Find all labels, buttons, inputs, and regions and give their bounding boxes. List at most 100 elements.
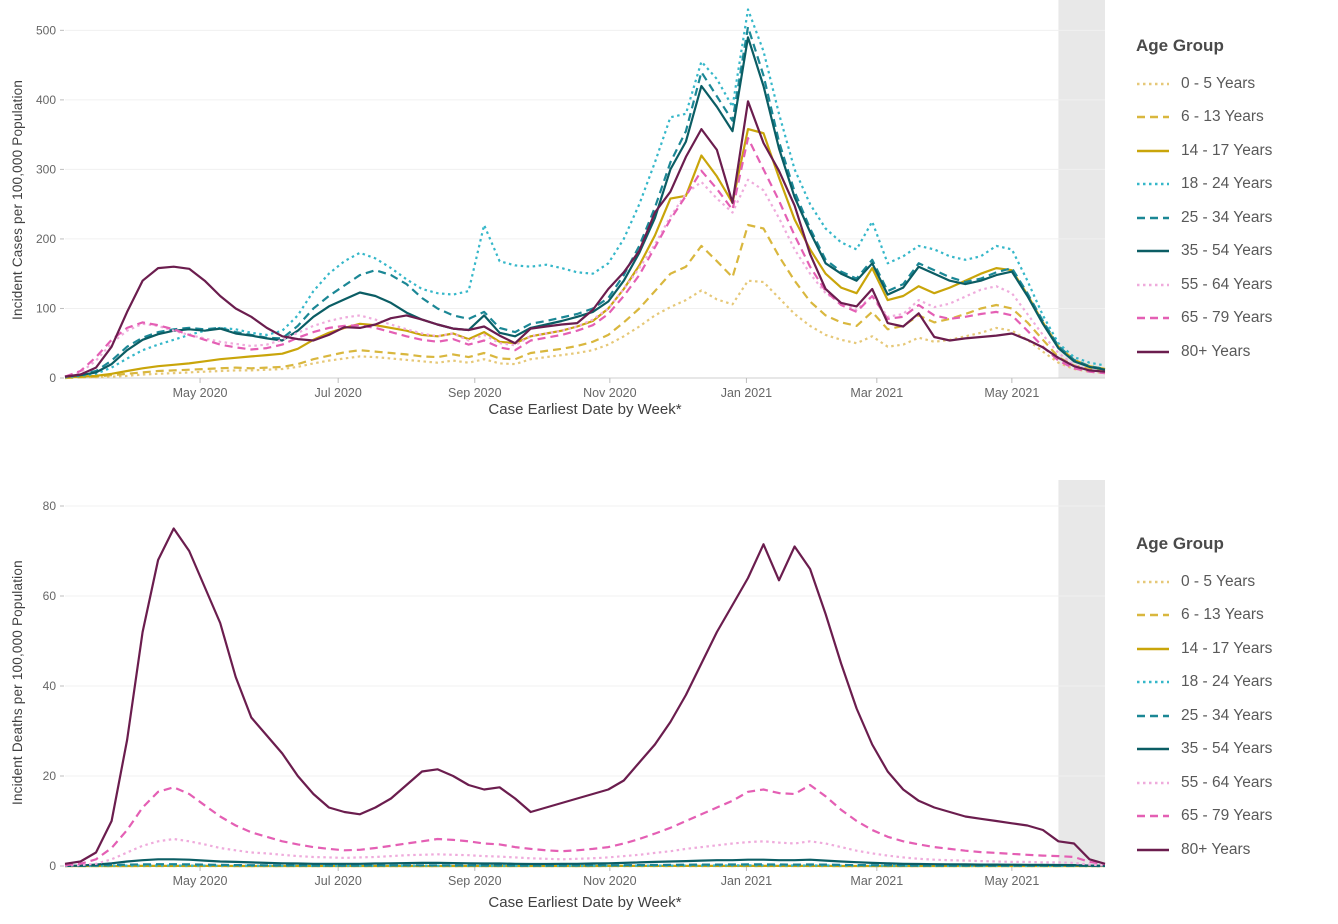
deaths-x-axis-title: Case Earliest Date by Week* [488, 894, 682, 911]
legend-swatch-55-64-years [1137, 781, 1169, 784]
legend-swatch-6-13-years [1137, 116, 1169, 119]
series-line-80-years [64, 100, 1106, 378]
cases-legend-title: Age Group [1136, 36, 1224, 55]
legend-label: 18 - 24 Years [1181, 673, 1273, 691]
x-tick-label: Mar 2021 [850, 874, 903, 888]
legend-swatch-18-24-years [1137, 681, 1169, 684]
deaths-legend: Age Group 0 - 5 Years 6 - 13 Years 14 - 17… [1136, 534, 1336, 867]
deaths-line-chart: 0 20 40 60 80 May 2020 Jul 2020 Sep 2020 Nov 202… [43, 480, 1106, 888]
y-tick-label: 0 [49, 371, 56, 385]
series-line-25-34-years [64, 25, 1106, 378]
y-tick-label: 80 [43, 499, 57, 513]
y-tick-label: 500 [36, 23, 56, 37]
x-tick-label: Jan 2021 [721, 386, 772, 400]
legend-item-55-64-years: 55 - 64 Years [1136, 766, 1336, 800]
legend-item-65-79-years: 65 - 79 Years [1136, 302, 1336, 336]
cases-chart-block: 0 100 200 300 400 500 May 2020 Jul 2020 Sep 2020… [0, 0, 1130, 425]
legend-swatch-25-34-years [1137, 216, 1169, 219]
provisional-data-band [1058, 480, 1105, 866]
legend-item-18-24-years: 18 - 24 Years [1136, 666, 1336, 700]
legend-item-35-54-years: 35 - 54 Years [1136, 235, 1336, 269]
y-tick-label: 200 [36, 232, 56, 246]
x-tick-label: Nov 2020 [583, 874, 637, 888]
legend-label: 65 - 79 Years [1181, 807, 1273, 825]
legend-swatch-80-years [1137, 848, 1169, 851]
legend-swatch-80-years [1137, 350, 1169, 353]
y-tick-label: 300 [36, 162, 56, 176]
series-line-35-54-years [64, 36, 1106, 378]
legend-item-25-34-years: 25 - 34 Years [1136, 699, 1336, 733]
x-tick-label: Sep 2020 [448, 386, 502, 400]
legend-label: 35 - 54 Years [1181, 242, 1273, 260]
legend-swatch-55-64-years [1137, 283, 1169, 286]
legend-item-0-5-years: 0 - 5 Years [1136, 67, 1336, 101]
legend-item-55-64-years: 55 - 64 Years [1136, 268, 1336, 302]
legend-swatch-18-24-years [1137, 183, 1169, 186]
legend-label: 18 - 24 Years [1181, 175, 1273, 193]
legend-item-35-54-years: 35 - 54 Years [1136, 733, 1336, 767]
legend-label: 25 - 34 Years [1181, 208, 1273, 226]
series-line-0-5-years [64, 279, 1106, 380]
legend-label: 14 - 17 Years [1181, 141, 1273, 159]
x-tick-label: Jul 2020 [315, 874, 362, 888]
x-tick-label: May 2021 [984, 386, 1039, 400]
y-tick-label: 400 [36, 93, 56, 107]
legend-item-18-24-years: 18 - 24 Years [1136, 168, 1336, 202]
legend-swatch-6-13-years [1137, 614, 1169, 617]
legend-label: 25 - 34 Years [1181, 706, 1273, 724]
cases-y-axis-title: Incident Cases per 100,000 Population [10, 79, 25, 320]
y-tick-label: 0 [49, 859, 56, 873]
legend-label: 0 - 5 Years [1181, 74, 1256, 92]
legend-item-25-34-years: 25 - 34 Years [1136, 201, 1336, 235]
legend-swatch-14-17-years [1137, 149, 1169, 152]
legend-item-14-17-years: 14 - 17 Years [1136, 632, 1336, 666]
cases-x-axis-title: Case Earliest Date by Week* [488, 401, 682, 418]
legend-item-14-17-years: 14 - 17 Years [1136, 134, 1336, 168]
deaths-y-axis-title: Incident Deaths per 100,000 Population [10, 560, 25, 805]
series-line-65-79-years [64, 137, 1106, 378]
legend-item-6-13-years: 6 - 13 Years [1136, 599, 1336, 633]
legend-label: 6 - 13 Years [1181, 108, 1264, 126]
cases-legend: Age Group 0 - 5 Years 6 - 13 Years 14 - 17… [1136, 36, 1336, 369]
legend-label: 35 - 54 Years [1181, 740, 1273, 758]
y-tick-label: 100 [36, 301, 56, 315]
legend-label: 6 - 13 Years [1181, 606, 1264, 624]
legend-item-6-13-years: 6 - 13 Years [1136, 101, 1336, 135]
deaths-legend-items: 0 - 5 Years 6 - 13 Years 14 - 17 Years 18 -… [1136, 565, 1336, 867]
legend-label: 55 - 64 Years [1181, 275, 1273, 293]
legend-label: 0 - 5 Years [1181, 572, 1256, 590]
legend-item-80-years: 80+ Years [1136, 335, 1336, 369]
cases-line-chart: 0 100 200 300 400 500 May 2020 Jul 2020 Sep 2020… [36, 0, 1106, 400]
series-line-80-years [64, 527, 1106, 865]
series-line-55-64-years [64, 178, 1106, 378]
legend-swatch-35-54-years [1137, 748, 1169, 751]
series-line-6-13-years [64, 223, 1106, 380]
x-tick-label: Sep 2020 [448, 874, 502, 888]
y-tick-label: 40 [43, 679, 57, 693]
legend-label: 55 - 64 Years [1181, 773, 1273, 791]
legend-label: 65 - 79 Years [1181, 309, 1273, 327]
x-tick-label: May 2021 [984, 874, 1039, 888]
deaths-legend-title: Age Group [1136, 534, 1224, 553]
legend-swatch-0-5-years [1137, 82, 1169, 85]
x-tick-label: May 2020 [173, 386, 228, 400]
legend-swatch-0-5-years [1137, 580, 1169, 583]
legend-swatch-65-79-years [1137, 317, 1169, 320]
y-tick-label: 60 [43, 589, 57, 603]
legend-label: 80+ Years [1181, 342, 1251, 360]
series-line-35-54-years [64, 858, 1106, 867]
legend-swatch-14-17-years [1137, 647, 1169, 650]
series-line-25-34-years [64, 863, 1106, 868]
legend-label: 80+ Years [1181, 840, 1251, 858]
x-tick-label: Jul 2020 [315, 386, 362, 400]
legend-swatch-35-54-years [1137, 250, 1169, 253]
y-tick-label: 20 [43, 769, 57, 783]
x-tick-label: Mar 2021 [850, 386, 903, 400]
legend-label: 14 - 17 Years [1181, 639, 1273, 657]
x-tick-label: Jan 2021 [721, 874, 772, 888]
series-line-18-24-years [64, 8, 1106, 379]
deaths-chart-block: 0 20 40 60 80 May 2020 Jul 2020 Sep 2020 Nov 202… [0, 470, 1130, 924]
cases-legend-items: 0 - 5 Years 6 - 13 Years 14 - 17 Years 18 -… [1136, 67, 1336, 369]
legend-item-80-years: 80+ Years [1136, 833, 1336, 867]
